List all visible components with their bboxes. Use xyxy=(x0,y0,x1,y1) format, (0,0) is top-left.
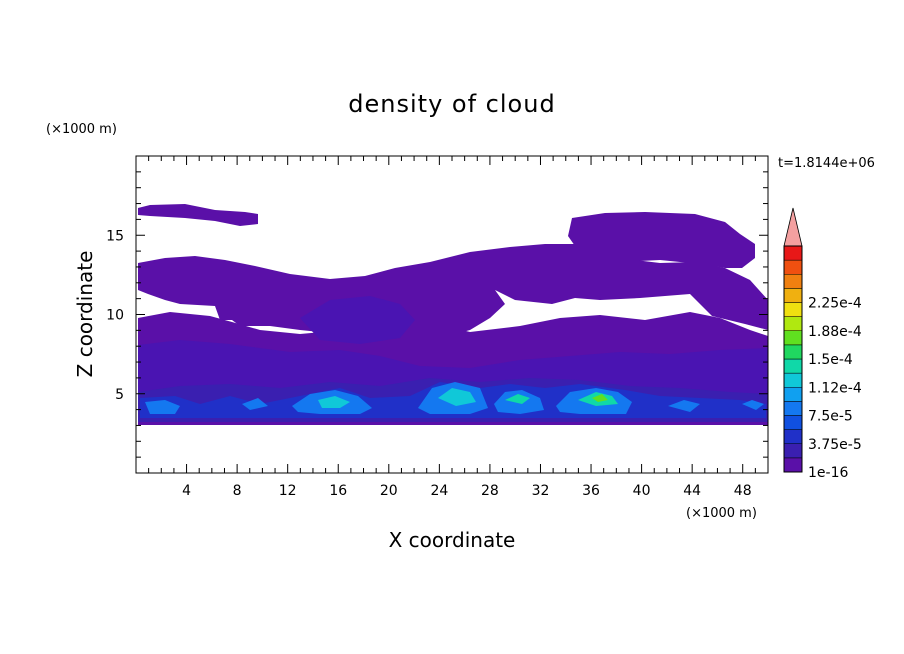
x-tick-label: 48 xyxy=(734,483,752,499)
colorbar-swatch xyxy=(783,288,803,303)
colorbar-extend-arrow xyxy=(783,207,803,247)
colorbar-swatch xyxy=(783,457,803,473)
x-tick-label: 40 xyxy=(633,483,651,499)
convective-cell xyxy=(742,400,764,410)
y-unit-label: (×1000 m) xyxy=(46,122,117,137)
x-tick-label: 16 xyxy=(329,483,347,499)
convective-cell xyxy=(145,400,180,414)
y-tick-label: 15 xyxy=(106,228,124,244)
x-tick-label: 28 xyxy=(481,483,499,499)
cloud-interior-dark xyxy=(300,296,415,344)
x-tick-label: 36 xyxy=(582,483,600,499)
x-unit-label: (×1000 m) xyxy=(686,506,757,521)
y-ticks: 5 10 15 xyxy=(106,171,768,458)
x-tick-label: 32 xyxy=(532,483,550,499)
colorbar-label: 1e-16 xyxy=(808,465,848,481)
x-tick-label: 24 xyxy=(430,483,448,499)
colorbar-swatch xyxy=(783,401,803,416)
x-tick-label: 44 xyxy=(683,483,701,499)
chart-title: density of cloud xyxy=(348,90,555,118)
colorbar-swatch xyxy=(783,344,803,360)
colorbar-label: 2.25e-4 xyxy=(808,296,862,312)
x-ticks: 4 8 12 16 20 24 28 32 36 40 44 48 xyxy=(148,156,756,499)
cloud-layer-middle xyxy=(138,244,768,336)
colorbar-swatch xyxy=(783,259,803,275)
colorbar: 1e-16 3.75e-5 7.5e-5 1.12e-4 1.5e-4 1.88e-4 2.… xyxy=(783,207,862,481)
colorbar-label: 1.5e-4 xyxy=(808,352,853,368)
colorbar-swatch xyxy=(783,429,803,444)
y-axis-label: Z coordinate xyxy=(73,251,97,378)
colorbar-swatch xyxy=(783,274,803,289)
convective-cell xyxy=(668,400,700,412)
colorbar-swatch xyxy=(783,358,803,374)
colorbar-label: 1.12e-4 xyxy=(808,380,862,396)
cloud-layer-upper-left xyxy=(138,204,258,226)
colorbar-swatch xyxy=(783,443,803,459)
colorbar-swatch xyxy=(783,372,803,388)
convective-cell xyxy=(505,394,530,404)
time-label: t=1.8144e+06 xyxy=(778,156,875,171)
x-tick-label: 12 xyxy=(279,483,297,499)
colorbar-swatch xyxy=(783,316,803,331)
y-tick-label: 10 xyxy=(106,308,124,324)
colorbar-swatch xyxy=(783,302,803,317)
x-tick-label: 8 xyxy=(233,483,242,499)
convective-cell xyxy=(318,396,350,408)
colorbar-label: 3.75e-5 xyxy=(808,437,862,453)
colorbar-swatch xyxy=(783,387,803,402)
y-tick-label: 5 xyxy=(115,387,124,403)
colorbar-swatch xyxy=(783,330,803,346)
convective-cell xyxy=(242,398,268,410)
convective-cell xyxy=(592,394,608,402)
colorbar-label: 1.88e-4 xyxy=(808,324,862,340)
colorbar-swatch xyxy=(783,245,803,261)
plot-area xyxy=(138,204,768,425)
x-tick-label: 4 xyxy=(182,483,191,499)
x-axis-label: X coordinate xyxy=(389,528,516,552)
colorbar-swatch xyxy=(783,415,803,430)
colorbar-frame xyxy=(783,245,803,473)
colorbar-label: 7.5e-5 xyxy=(808,409,853,425)
x-tick-label: 20 xyxy=(380,483,398,499)
convective-cell xyxy=(438,388,476,406)
